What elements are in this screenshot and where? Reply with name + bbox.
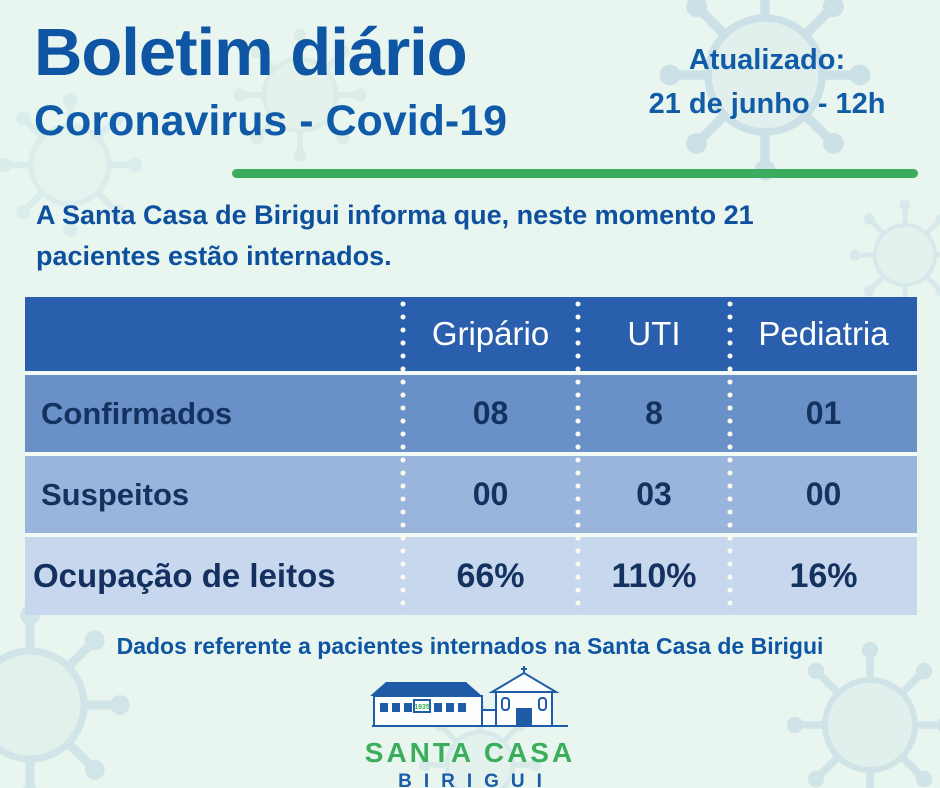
page-title: Boletim diário xyxy=(34,15,468,90)
cell-ocupacao-gripario: 66% xyxy=(456,556,525,595)
hospital-building-icon: 1935 xyxy=(370,666,568,727)
logo-name: SANTA CASA xyxy=(364,737,576,768)
intro-text: A Santa Casa de Birigui informa que, nes… xyxy=(36,200,754,271)
dotted-column-separator xyxy=(400,298,406,614)
row-label: Ocupação de leitos xyxy=(33,557,336,594)
cell-ocupacao-uti: 110% xyxy=(611,556,697,595)
row-label: Confirmados xyxy=(41,395,233,431)
column-header-pediatria: Pediatria xyxy=(758,315,889,352)
cell-confirmados-pediatria: 01 xyxy=(805,395,842,431)
santa-casa-logo: 1935 SANTA CASA BIRIGUI xyxy=(0,666,940,788)
stats-table: Gripário UTI Pediatria Confirmados 08 8 … xyxy=(25,297,917,615)
cell-suspeitos-gripario: 00 xyxy=(472,476,509,512)
table-row-suspeitos: Suspeitos 00 03 00 xyxy=(25,456,917,533)
page-subtitle: Coronavirus - Covid-19 xyxy=(34,97,508,145)
cell-suspeitos-uti: 03 xyxy=(636,476,672,512)
header: Boletim diário Coronavirus - Covid-19 xyxy=(34,12,507,146)
logo-year: 1935 xyxy=(414,704,430,711)
table-row-confirmados: Confirmados 08 8 01 xyxy=(25,375,917,452)
green-divider xyxy=(232,169,918,178)
dotted-column-separator xyxy=(727,298,733,614)
cell-confirmados-uti: 8 xyxy=(645,395,663,431)
cell-suspeitos-pediatria: 00 xyxy=(805,476,842,512)
row-label: Suspeitos xyxy=(41,476,190,512)
logo-city: BIRIGUI xyxy=(398,771,554,788)
table-row-ocupacao: Ocupação de leitos 66% 110% 16% xyxy=(25,537,917,615)
updated-info: Atualizado: 21 de junho - 12h xyxy=(622,38,912,126)
footnote-text: Dados referente a pacientes internados n… xyxy=(116,633,824,659)
cell-confirmados-gripario: 08 xyxy=(472,395,509,431)
cell-ocupacao-pediatria: 16% xyxy=(789,556,858,595)
updated-label: Atualizado: xyxy=(688,44,846,76)
column-header-gripario: Gripário xyxy=(431,315,550,352)
dotted-column-separator xyxy=(575,298,581,614)
table-header-row: Gripário UTI Pediatria xyxy=(25,297,917,371)
column-header-uti: UTI xyxy=(627,315,681,352)
updated-date: 21 de junho - 12h xyxy=(648,88,886,120)
